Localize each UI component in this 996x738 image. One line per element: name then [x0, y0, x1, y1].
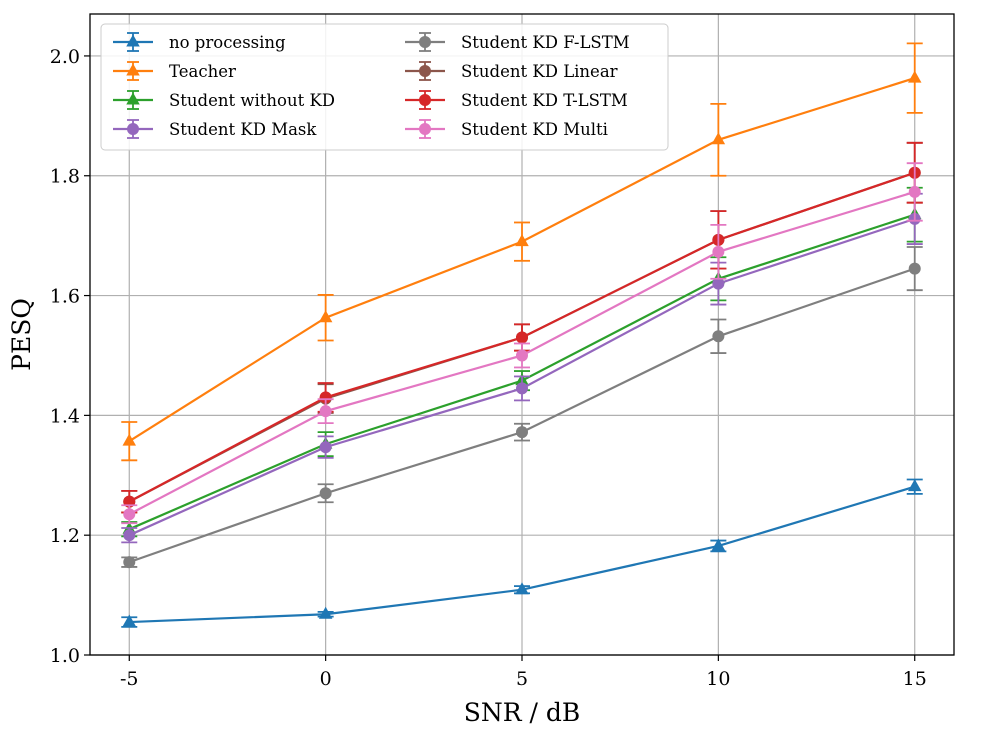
legend-item-student-kd-t-lstm: Student KD T-LSTM: [405, 90, 628, 110]
data-point-student-kd-mask: [123, 529, 136, 542]
data-point-no-processing: [515, 582, 529, 595]
legend-label-student-kd-mask: Student KD Mask: [169, 120, 317, 139]
legend-box: [100, 23, 669, 151]
legend-marker: [419, 65, 431, 77]
y-tick-label: 2.0: [50, 46, 80, 68]
legend-label-student-kd-t-lstm: Student KD T-LSTM: [461, 91, 628, 110]
data-point-teacher: [122, 433, 137, 446]
data-point-student-kd-multi: [319, 405, 332, 418]
legend-marker: [127, 123, 139, 135]
axis-ticks: -5 0 5 10 15 1.0 1.2 1.4 1.6 1.8 2.0: [50, 46, 927, 690]
legend-item-student-without-kd: Student without KD: [113, 90, 335, 110]
data-point-no-processing: [711, 538, 726, 551]
data-point-student-kd-f-lstm: [516, 426, 528, 439]
data-point-teacher: [711, 132, 726, 145]
legend-marker: [126, 92, 140, 105]
legend-marker: [126, 63, 140, 76]
x-tick-label: 5: [516, 668, 528, 690]
legend-label-no-processing: no processing: [169, 33, 286, 52]
y-tick-label: 1.0: [50, 645, 80, 667]
data-point-student-kd-f-lstm: [908, 262, 921, 275]
legend-items: no processing Teacher Student without KD St…: [113, 32, 630, 139]
data-point-student-kd-t-lstm: [516, 331, 528, 344]
data-point-no-processing: [318, 606, 333, 619]
series-student-kd-f-lstm: [121, 246, 923, 569]
legend-label-student-kd-linear: Student KD Linear: [461, 62, 618, 81]
x-tick-label: 0: [320, 668, 332, 690]
data-point-student-kd-mask: [516, 382, 528, 395]
data-point-student-kd-f-lstm: [123, 556, 136, 569]
x-axis-label: SNR / dB: [464, 698, 581, 727]
data-point-student-kd-f-lstm: [712, 330, 725, 343]
data-point-teacher: [318, 310, 333, 323]
data-point-student-kd-multi: [123, 508, 136, 521]
legend-label-student-without-kd: Student without KD: [169, 91, 335, 110]
x-tick-label: 10: [706, 668, 730, 690]
data-point-no-processing: [907, 479, 922, 492]
legend-item-student-kd-multi: Student KD Multi: [405, 119, 608, 139]
legend-label-teacher: Teacher: [169, 62, 236, 81]
legend-marker: [126, 34, 140, 47]
data-point-teacher: [907, 70, 922, 83]
y-tick-label: 1.2: [50, 525, 80, 547]
data-point-student-kd-multi: [516, 349, 528, 362]
legend: no processing Teacher Student without KD St…: [100, 23, 669, 151]
y-tick-label: 1.6: [50, 286, 80, 308]
legend-item-student-kd-mask: Student KD Mask: [113, 119, 317, 139]
x-tick-label: 15: [903, 668, 927, 690]
legend-item-no-processing: no processing: [113, 32, 286, 52]
data-point-no-processing: [122, 614, 137, 627]
legend-marker: [419, 94, 431, 106]
legend-marker: [419, 123, 431, 135]
legend-item-teacher: Teacher: [113, 61, 236, 81]
y-tick-label: 1.4: [50, 405, 80, 427]
legend-label-student-kd-multi: Student KD Multi: [461, 120, 608, 139]
x-tick-label: -5: [120, 668, 139, 690]
data-point-teacher: [515, 234, 529, 247]
series-layer: [121, 42, 923, 628]
data-point-student-kd-t-lstm: [319, 391, 332, 404]
data-point-student-kd-f-lstm: [319, 487, 332, 500]
data-point-student-kd-multi: [712, 245, 725, 258]
data-point-student-kd-mask: [712, 277, 725, 290]
series-student-kd-multi: [121, 162, 923, 525]
y-axis-label: PESQ: [7, 298, 36, 371]
data-point-student-kd-mask: [319, 441, 332, 454]
series-teacher: [121, 42, 923, 462]
legend-marker: [419, 36, 431, 48]
y-tick-label: 1.8: [50, 166, 80, 188]
series-no-processing: [121, 478, 923, 628]
legend-item-student-kd-linear: Student KD Linear: [405, 61, 618, 81]
legend-item-student-kd-f-lstm: Student KD F-LSTM: [405, 32, 630, 52]
data-point-student-kd-multi: [908, 185, 921, 198]
legend-label-student-kd-f-lstm: Student KD F-LSTM: [461, 33, 630, 52]
